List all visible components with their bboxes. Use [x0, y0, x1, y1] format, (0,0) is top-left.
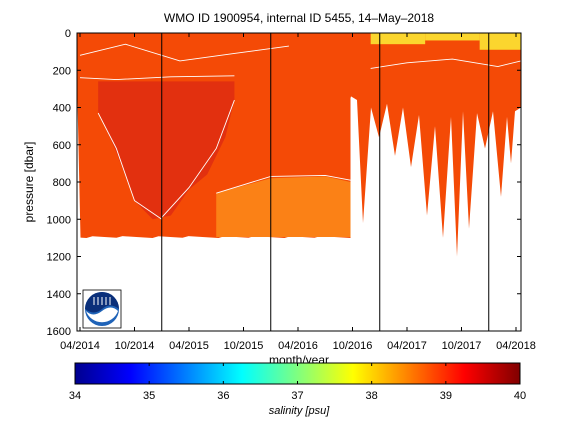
field-region [479, 33, 521, 50]
y-axis-label: pressure [dbar] [22, 142, 36, 223]
y-tick-label: 1600 [47, 326, 71, 338]
y-tick-label: 1400 [47, 289, 71, 301]
colorbar [74, 362, 521, 385]
contour-line [370, 58, 521, 69]
x-tick-label: 04/2015 [169, 340, 209, 352]
field-region [350, 33, 521, 257]
x-tick-label: 10/2015 [224, 340, 264, 352]
contour-line [216, 175, 351, 194]
field-region [370, 33, 426, 45]
x-tick-label: 10/2017 [442, 340, 482, 352]
colorbar-tick-label: 38 [366, 390, 378, 402]
x-tick-label: 10/2016 [333, 340, 373, 352]
contour-line [161, 99, 235, 218]
y-tick-label: 200 [53, 65, 71, 77]
colorbar-tick-label: 40 [514, 390, 526, 402]
chart-title: WMO ID 1900954, internal ID 5455, 14–May… [164, 11, 434, 25]
field-region [216, 176, 351, 237]
contour-line [79, 75, 235, 81]
y-tick-label: 1000 [47, 214, 71, 226]
x-tick-label: 04/2014 [60, 340, 100, 352]
colorbar-tick-label: 34 [69, 390, 81, 402]
y-axis: 0 200 400 600 800 1000 1200 1400 1600 [47, 28, 521, 338]
y-tick-label: 0 [65, 28, 71, 40]
x-tick-label: 10/2014 [115, 340, 155, 352]
year-markers [161, 33, 490, 331]
y-tick-label: 1200 [47, 252, 71, 264]
colorbar-label: salinity [psu] [269, 405, 330, 417]
contour-line [79, 43, 289, 62]
salinity-field [77, 33, 521, 257]
y-tick-label: 800 [53, 177, 71, 189]
x-tick-label: 04/2018 [496, 340, 536, 352]
x-axis: 04/2014 10/2014 04/2015 10/2015 04/2016 10/20… [60, 33, 536, 352]
noaa-logo [82, 289, 122, 329]
y-tick-label: 600 [53, 140, 71, 152]
x-tick-label: 04/2017 [387, 340, 427, 352]
contour-line [97, 112, 163, 220]
y-tick-label: 400 [53, 103, 71, 115]
x-tick-label: 04/2016 [278, 340, 318, 352]
field-region [98, 81, 235, 220]
colorbar-tick-label: 37 [291, 390, 303, 402]
field-region [425, 33, 480, 41]
colorbar-tick-label: 36 [217, 390, 229, 402]
colorbar-ticks: 34 35 36 37 38 39 40 [69, 363, 526, 402]
colorbar-tick-label: 35 [143, 390, 155, 402]
colorbar-tick-label: 39 [440, 390, 452, 402]
